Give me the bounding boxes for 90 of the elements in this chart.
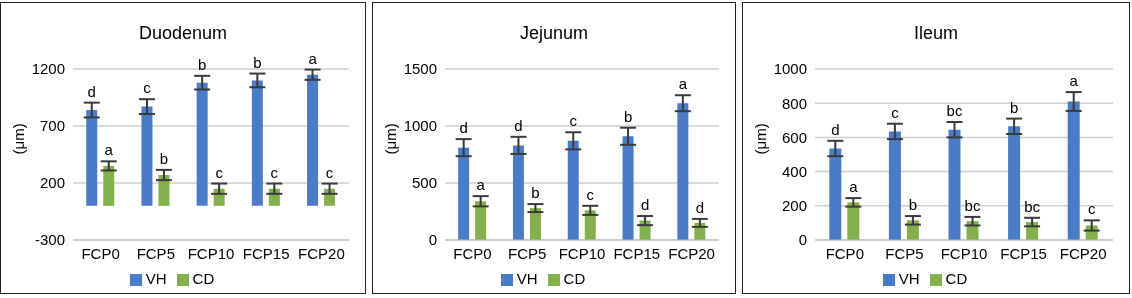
legend-label: VH	[898, 270, 920, 287]
x-tick-label: FCP15	[242, 244, 290, 262]
data-label: d	[831, 120, 840, 138]
x-tick-label: FCP15	[1000, 244, 1047, 262]
data-label: b	[623, 107, 633, 125]
bar	[158, 175, 170, 206]
y-tick-label: -300	[34, 231, 65, 249]
x-tick-label: FCP20	[1059, 244, 1107, 262]
y-tick-label: 400	[781, 162, 807, 180]
data-label: c	[325, 163, 334, 181]
data-label: d	[87, 82, 96, 100]
legend-label: CD	[563, 270, 586, 287]
y-tick-label: 800	[781, 94, 807, 112]
y-tick-label: 0	[798, 231, 807, 249]
y-tick-label: 200	[39, 174, 65, 192]
x-tick-label: FCP10	[558, 244, 606, 262]
x-tick-label: FCP5	[885, 244, 924, 262]
data-label: a	[104, 141, 114, 159]
data-label: b	[197, 55, 207, 73]
data-label: b	[159, 149, 169, 167]
y-tick-label: 600	[781, 128, 807, 146]
bar	[307, 74, 319, 206]
bar	[948, 129, 961, 240]
x-tick-label: FCP5	[508, 244, 547, 262]
legend-label: CD	[945, 270, 968, 287]
data-label: a	[308, 49, 318, 67]
bar	[677, 103, 689, 240]
data-label: c	[1087, 200, 1096, 218]
legend-label: CD	[192, 270, 215, 287]
y-tick-label: 200	[781, 197, 807, 215]
x-tick-label: FCP0	[81, 244, 120, 262]
bar	[196, 82, 208, 206]
y-tick-label: 1000	[773, 60, 807, 78]
data-label: c	[143, 79, 152, 97]
x-tick-label: FCP5	[136, 244, 175, 262]
y-axis-title: (μm)	[752, 123, 770, 155]
bar	[847, 202, 860, 240]
legend-label: VH	[516, 270, 538, 287]
bar	[103, 165, 115, 206]
data-label: c	[586, 185, 595, 203]
data-label: d	[695, 198, 705, 216]
data-label: c	[270, 163, 279, 181]
bar	[829, 148, 842, 240]
x-tick-label: FCP20	[298, 244, 345, 262]
y-tick-label: 1200	[31, 60, 65, 78]
bar	[1008, 126, 1021, 240]
bar	[1067, 101, 1080, 240]
data-label: a	[678, 75, 688, 93]
legend-label: VH	[145, 270, 167, 287]
data-label: b	[908, 196, 918, 214]
x-tick-label: FCP10	[940, 244, 988, 262]
bar	[141, 106, 153, 206]
y-tick-label: 700	[39, 117, 65, 135]
bar	[251, 80, 263, 206]
x-tick-label: FCP15	[613, 244, 661, 262]
x-tick-label: FCP20	[668, 244, 715, 262]
y-tick-label: 1000	[403, 117, 437, 135]
data-label: b	[531, 184, 540, 202]
data-label: a	[849, 178, 859, 196]
chart-title: Ileum	[913, 23, 959, 45]
y-axis-title: (μm)	[382, 123, 400, 155]
x-tick-label: FCP0	[825, 244, 864, 262]
data-label: a	[476, 176, 486, 194]
bar	[86, 110, 98, 206]
chart-title: Jejunum	[518, 23, 589, 45]
bar	[567, 140, 579, 240]
y-tick-label: 500	[411, 174, 437, 192]
data-label: b	[1009, 98, 1019, 116]
data-label: a	[1069, 72, 1079, 90]
data-label: d	[640, 196, 650, 214]
y-tick-label: 1500	[403, 60, 437, 78]
y-tick-label: 0	[428, 231, 437, 249]
x-tick-label: FCP10	[187, 244, 235, 262]
data-label: c	[215, 163, 224, 181]
bar	[512, 145, 524, 240]
data-label: d	[459, 119, 468, 137]
data-label: d	[514, 116, 523, 134]
bar	[622, 136, 634, 240]
bar	[475, 201, 487, 240]
data-label: bc	[1024, 197, 1041, 215]
data-label: b	[253, 53, 262, 71]
data-label: bc	[946, 102, 963, 120]
chart-title: Duodenum	[137, 23, 229, 45]
x-tick-label: FCP0	[453, 244, 492, 262]
y-axis-title: (μm)	[10, 123, 28, 155]
bar	[458, 147, 470, 240]
data-label: bc	[964, 196, 981, 214]
data-label: c	[569, 112, 578, 130]
bar	[888, 131, 901, 240]
data-label: c	[891, 103, 900, 121]
